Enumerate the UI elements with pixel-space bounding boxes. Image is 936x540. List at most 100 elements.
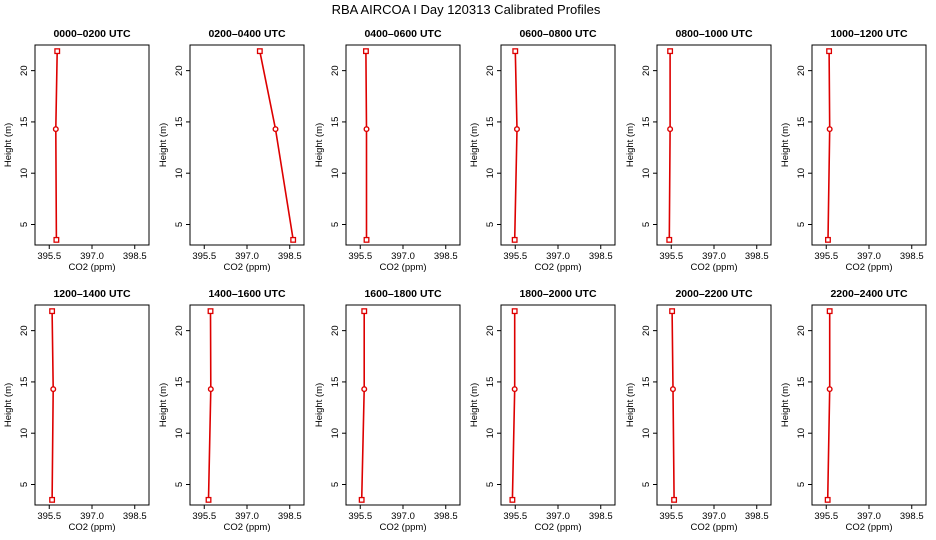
profile-line <box>513 51 518 240</box>
y-axis-label: Height (m) <box>625 383 636 427</box>
y-axis-label: Height (m) <box>3 123 14 167</box>
y-tick-label: 5 <box>330 222 341 227</box>
y-axis-label: Height (m) <box>625 123 636 167</box>
panel-title: 0400–0600 UTC <box>364 28 441 40</box>
y-axis-label: Height (m) <box>314 123 325 167</box>
profile-point <box>512 48 519 55</box>
profile-point <box>207 386 214 393</box>
y-tick-label: 15 <box>641 377 652 388</box>
x-axis-label: CO2 (ppm) <box>69 262 116 273</box>
profile-point <box>272 126 279 133</box>
panel-grid: 0000–0200 UTC 395.5 397.0 398.5 5 10 15 20 CO2 (… <box>3 28 927 533</box>
panel-title: 1000–1200 UTC <box>830 28 907 40</box>
profile-panel-9: 1600–1800 UTC 395.5 397.0 398.5 5 10 15 20 CO2 (… <box>314 288 461 533</box>
y-tick-label: 5 <box>19 222 30 227</box>
y-tick-label: 10 <box>641 428 652 439</box>
profile-line <box>54 51 58 240</box>
panel-title: 2200–2400 UTC <box>830 288 907 300</box>
y-tick-label: 10 <box>19 168 30 179</box>
y-tick-label: 5 <box>174 222 185 227</box>
y-axis-label: Height (m) <box>469 383 480 427</box>
plot-frame <box>656 44 772 246</box>
profile-line <box>668 51 671 240</box>
profile-point <box>362 48 369 55</box>
panel-title: 1200–1400 UTC <box>53 288 130 300</box>
panel-title: 1400–1600 UTC <box>208 288 285 300</box>
x-tick-label: 398.5 <box>745 511 769 522</box>
x-tick-label: 398.5 <box>900 511 924 522</box>
profile-point <box>826 386 833 393</box>
y-tick-label: 20 <box>174 325 185 336</box>
y-tick-label: 5 <box>174 482 185 487</box>
y-tick-label: 20 <box>330 65 341 76</box>
y-tick-label: 20 <box>330 325 341 336</box>
y-tick-label: 20 <box>19 325 30 336</box>
x-tick-label: 397.0 <box>235 251 259 262</box>
profile-point <box>205 496 212 503</box>
x-axis-label: CO2 (ppm) <box>691 522 738 533</box>
x-tick-label: 398.5 <box>434 251 458 262</box>
y-tick-label: 10 <box>330 168 341 179</box>
panel-title: 1600–1800 UTC <box>364 288 441 300</box>
y-axis-label: Height (m) <box>158 383 169 427</box>
profile-panel-10: 1800–2000 UTC 395.5 397.0 398.5 5 10 15 20 CO2 (… <box>469 288 616 533</box>
x-tick-label: 395.5 <box>503 251 527 262</box>
profile-point <box>826 48 833 55</box>
y-axis-label: Height (m) <box>314 383 325 427</box>
profile-line <box>51 311 55 500</box>
profile-line <box>365 51 368 240</box>
x-tick-label: 398.5 <box>589 511 613 522</box>
y-tick-label: 20 <box>174 65 185 76</box>
x-axis-label: CO2 (ppm) <box>380 262 427 273</box>
y-tick-label: 20 <box>796 325 807 336</box>
profile-panel-6: 1000–1200 UTC 395.5 397.0 398.5 5 10 15 20 CO2 (… <box>780 28 927 273</box>
x-axis-label: CO2 (ppm) <box>380 522 427 533</box>
profile-point <box>826 308 833 315</box>
y-tick-label: 10 <box>485 168 496 179</box>
y-tick-label: 5 <box>330 482 341 487</box>
x-axis-label: CO2 (ppm) <box>535 262 582 273</box>
y-tick-label: 20 <box>19 65 30 76</box>
y-axis-label: Height (m) <box>780 123 791 167</box>
x-tick-label: 397.0 <box>702 251 726 262</box>
x-tick-label: 395.5 <box>348 511 372 522</box>
y-tick-label: 10 <box>641 168 652 179</box>
y-tick-label: 10 <box>330 428 341 439</box>
y-tick-label: 5 <box>796 482 807 487</box>
x-tick-label: 398.5 <box>745 251 769 262</box>
x-tick-label: 397.0 <box>80 511 104 522</box>
x-axis-label: CO2 (ppm) <box>535 522 582 533</box>
x-tick-label: 398.5 <box>434 511 458 522</box>
x-tick-label: 397.0 <box>546 511 570 522</box>
y-axis-label: Height (m) <box>158 123 169 167</box>
profile-panel-4: 0600–0800 UTC 395.5 397.0 398.5 5 10 15 20 CO2 (… <box>469 28 616 273</box>
y-tick-label: 15 <box>796 117 807 128</box>
x-tick-label: 395.5 <box>814 251 838 262</box>
y-tick-label: 15 <box>19 377 30 388</box>
profile-point <box>511 308 518 315</box>
x-tick-label: 395.5 <box>192 511 216 522</box>
x-tick-label: 395.5 <box>37 251 61 262</box>
x-axis-label: CO2 (ppm) <box>846 522 893 533</box>
profile-point <box>513 126 520 133</box>
plot-frame <box>189 304 305 506</box>
x-tick-label: 395.5 <box>659 511 683 522</box>
profile-point <box>667 126 674 133</box>
y-tick-label: 15 <box>330 117 341 128</box>
profile-line <box>827 51 831 240</box>
profile-line <box>207 311 212 500</box>
profile-point <box>49 496 56 503</box>
x-tick-label: 398.5 <box>589 251 613 262</box>
y-tick-label: 20 <box>485 65 496 76</box>
profile-panel-2: 0200–0400 UTC 395.5 397.0 398.5 5 10 15 20 CO2 (… <box>158 28 305 273</box>
profile-point <box>825 236 831 243</box>
profile-point <box>290 236 297 243</box>
profile-panel-5: 0800–1000 UTC 395.5 397.0 398.5 5 10 15 20 CO2 (… <box>625 28 772 273</box>
x-tick-label: 397.0 <box>235 511 259 522</box>
profile-point <box>824 496 831 503</box>
profile-panel-7: 1200–1400 UTC 395.5 397.0 398.5 5 10 15 20 CO2 (… <box>3 288 150 533</box>
y-tick-label: 15 <box>19 117 30 128</box>
x-axis-label: CO2 (ppm) <box>69 522 116 533</box>
y-tick-label: 20 <box>485 325 496 336</box>
